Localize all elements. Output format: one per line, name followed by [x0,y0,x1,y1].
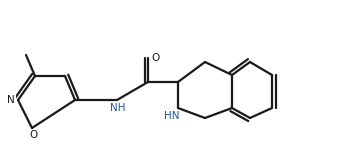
Text: O: O [151,53,159,63]
Text: NH: NH [110,103,126,113]
Text: N: N [7,95,15,105]
Text: HN: HN [164,111,180,121]
Text: O: O [29,130,37,140]
